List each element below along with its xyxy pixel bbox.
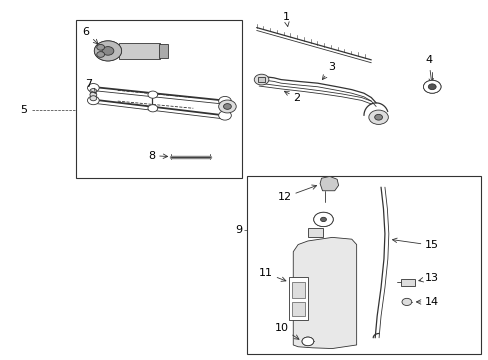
Text: 9: 9 xyxy=(235,225,243,235)
Circle shape xyxy=(102,46,114,55)
Text: 10: 10 xyxy=(274,323,298,339)
Circle shape xyxy=(302,337,313,346)
Circle shape xyxy=(94,41,122,61)
Circle shape xyxy=(94,41,122,61)
Circle shape xyxy=(218,100,236,113)
Text: 2: 2 xyxy=(284,91,300,103)
Circle shape xyxy=(97,51,104,57)
Text: 15: 15 xyxy=(392,238,438,250)
Circle shape xyxy=(313,212,332,226)
Text: 8: 8 xyxy=(148,150,167,161)
Text: 14: 14 xyxy=(416,297,438,307)
Circle shape xyxy=(423,80,440,93)
Bar xyxy=(292,302,305,316)
Circle shape xyxy=(427,84,435,90)
Circle shape xyxy=(302,337,313,346)
Text: 6: 6 xyxy=(82,27,98,44)
Circle shape xyxy=(148,91,158,98)
Circle shape xyxy=(368,110,387,125)
Bar xyxy=(119,43,160,59)
Circle shape xyxy=(90,89,97,94)
Bar xyxy=(159,44,167,58)
Bar xyxy=(400,279,414,286)
Circle shape xyxy=(218,96,231,106)
Circle shape xyxy=(90,96,97,101)
Text: 13: 13 xyxy=(418,273,438,283)
Bar xyxy=(76,21,242,178)
Text: 1: 1 xyxy=(282,12,289,27)
Circle shape xyxy=(90,92,97,97)
Text: 5: 5 xyxy=(20,105,27,115)
Circle shape xyxy=(87,96,99,105)
Polygon shape xyxy=(293,237,356,348)
Circle shape xyxy=(401,298,411,306)
Text: 3: 3 xyxy=(322,62,335,80)
Circle shape xyxy=(223,104,231,109)
Circle shape xyxy=(87,84,99,92)
Circle shape xyxy=(148,105,158,112)
Circle shape xyxy=(374,114,382,120)
Text: 11: 11 xyxy=(259,268,285,282)
Polygon shape xyxy=(320,176,338,191)
Text: 7: 7 xyxy=(85,79,95,93)
Circle shape xyxy=(97,44,104,50)
Circle shape xyxy=(218,111,231,120)
Bar xyxy=(246,176,480,354)
Circle shape xyxy=(313,212,332,226)
Bar xyxy=(257,77,265,82)
Text: 4: 4 xyxy=(425,55,432,83)
Circle shape xyxy=(423,80,440,93)
Circle shape xyxy=(254,74,268,85)
Polygon shape xyxy=(307,228,322,237)
Bar xyxy=(292,282,305,298)
Text: 12: 12 xyxy=(277,185,316,202)
Bar xyxy=(289,277,307,320)
Circle shape xyxy=(320,217,326,222)
